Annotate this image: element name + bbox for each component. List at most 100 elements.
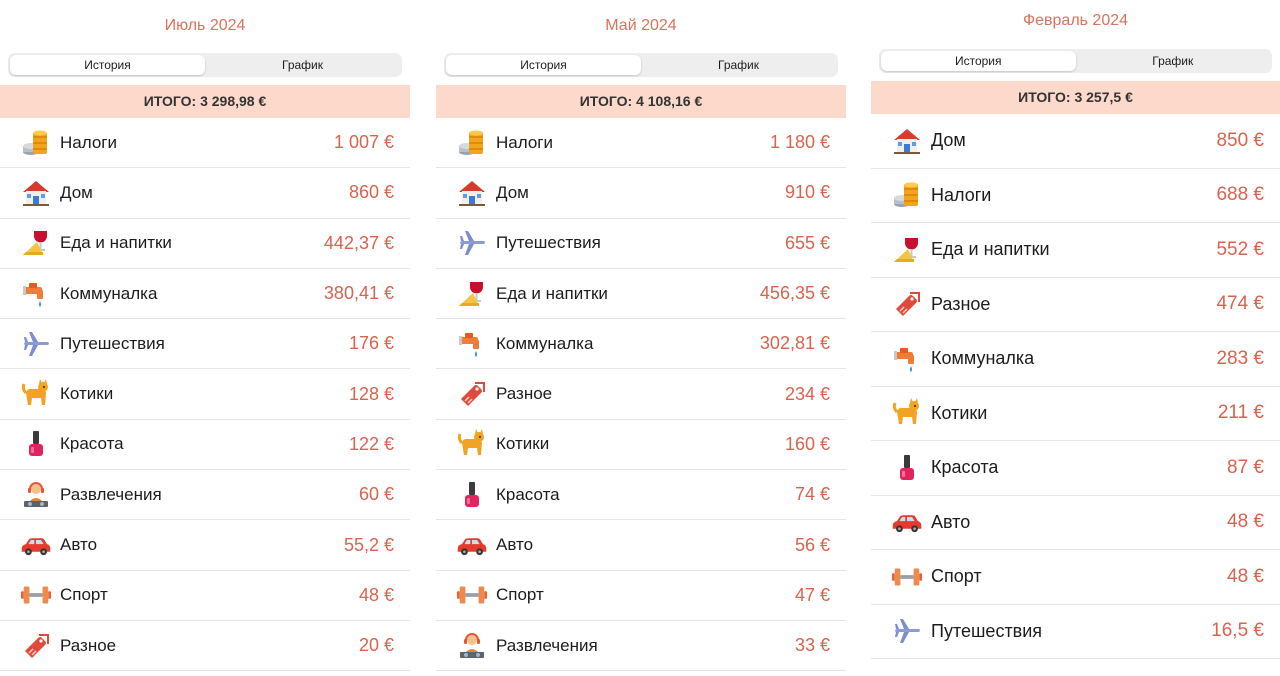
- car-icon: [20, 529, 52, 561]
- cat-icon: [891, 397, 923, 429]
- category-name: Развлечения: [60, 484, 162, 504]
- category-amount: 16,5 €: [1211, 620, 1264, 642]
- view-segmented-control: История График: [444, 53, 838, 77]
- category-amount: 456,35 €: [759, 283, 830, 304]
- expense-row[interactable]: Налоги 1 180 €: [436, 118, 846, 169]
- faucet-icon: [20, 278, 52, 310]
- category-name: Спорт: [931, 566, 982, 587]
- expense-row[interactable]: Развлечения 60 €: [0, 470, 410, 521]
- category-name: Котики: [931, 402, 988, 423]
- category-name: Путешествия: [931, 620, 1043, 641]
- category-name: Дом: [496, 182, 529, 202]
- house-icon: [456, 177, 488, 209]
- tab-chart[interactable]: График: [282, 58, 323, 72]
- expense-row[interactable]: Разное 474 €: [871, 278, 1280, 332]
- tab-chart[interactable]: График: [1152, 54, 1194, 68]
- expense-row[interactable]: Спорт 48 €: [0, 571, 410, 621]
- expense-row[interactable]: Коммуналка 380,41 €: [0, 269, 410, 320]
- category-amount: 160 €: [784, 433, 830, 454]
- total-banner: ИТОГО: 3 257,5 €: [871, 81, 1280, 114]
- expense-row[interactable]: Путешествия 16,5 €: [871, 605, 1280, 659]
- expense-row[interactable]: Дом 860 €: [0, 168, 410, 219]
- expense-row[interactable]: Путешествия 655 €: [436, 219, 846, 269]
- misc-icon: [20, 630, 52, 662]
- category-name: Дом: [931, 130, 966, 151]
- expense-row[interactable]: Еда и напитки 442,37 €: [0, 219, 410, 269]
- car-icon: [891, 506, 923, 538]
- cat-icon: [456, 428, 488, 460]
- house-icon: [891, 125, 923, 157]
- food-drink-icon: [456, 278, 488, 310]
- nail-polish-icon: [456, 479, 488, 511]
- expense-row[interactable]: Спорт 47 €: [436, 571, 846, 621]
- expense-row[interactable]: Авто 48 €: [871, 496, 1280, 550]
- dumbbell-icon: [891, 561, 923, 593]
- expense-screen-may: Май 2024 История График ИТОГО: 4 108,16 …: [436, 0, 846, 676]
- category-amount: 380,41 €: [323, 283, 394, 304]
- category-amount: 910 €: [784, 182, 830, 203]
- category-amount: 48 €: [1227, 511, 1264, 533]
- category-amount: 48 €: [1227, 565, 1264, 587]
- expense-row[interactable]: Еда и напитки 456,35 €: [436, 269, 846, 320]
- dj-icon: [456, 630, 488, 662]
- category-name: Спорт: [496, 585, 544, 605]
- total-banner: ИТОГО: 4 108,16 €: [436, 85, 846, 118]
- category-name: Котики: [60, 384, 114, 404]
- expense-row[interactable]: Спорт 48 €: [871, 550, 1280, 605]
- expense-row[interactable]: Котики 211 €: [871, 387, 1280, 441]
- category-amount: 655 €: [784, 232, 830, 253]
- total-banner: ИТОГО: 3 298,98 €: [0, 85, 410, 118]
- category-name: Еда и напитки: [931, 239, 1050, 260]
- expense-row[interactable]: Котики 128 €: [0, 369, 410, 420]
- coins-icon: [20, 127, 52, 159]
- category-name: Коммуналка: [931, 348, 1035, 369]
- category-amount: 74 €: [794, 484, 830, 505]
- car-icon: [456, 529, 488, 561]
- category-amount: 860 €: [348, 182, 394, 203]
- category-name: Коммуналка: [60, 283, 158, 303]
- category-name: Авто: [931, 511, 971, 532]
- category-amount: 552 €: [1216, 238, 1264, 260]
- tab-history[interactable]: История: [881, 51, 1076, 71]
- category-amount: 20 €: [358, 635, 394, 656]
- expense-row[interactable]: Дом 910 €: [436, 168, 846, 219]
- category-name: Разное: [931, 293, 991, 314]
- tab-history[interactable]: История: [446, 55, 641, 75]
- category-name: Коммуналка: [496, 333, 594, 353]
- expense-row[interactable]: Красота 74 €: [436, 470, 846, 521]
- expense-row[interactable]: Красота 122 €: [0, 420, 410, 471]
- expense-row[interactable]: Дом 850 €: [871, 114, 1280, 169]
- category-amount: 234 €: [784, 383, 830, 404]
- coins-icon: [456, 127, 488, 159]
- faucet-icon: [891, 343, 923, 375]
- expense-list: Налоги 1 007 € Дом 860 € Еда и напитки 442,…: [0, 118, 410, 672]
- category-amount: 33 €: [794, 635, 830, 656]
- category-name: Путешествия: [496, 233, 601, 253]
- expense-row[interactable]: Еда и напитки 552 €: [871, 223, 1280, 278]
- misc-icon: [891, 288, 923, 320]
- expense-row[interactable]: Разное 234 €: [436, 369, 846, 420]
- faucet-icon: [456, 328, 488, 360]
- expense-row[interactable]: Коммуналка 283 €: [871, 332, 1280, 387]
- expense-row[interactable]: Авто 55,2 €: [0, 520, 410, 571]
- tab-history[interactable]: История: [10, 55, 205, 75]
- expense-row[interactable]: Авто 56 €: [436, 520, 846, 571]
- category-name: Спорт: [60, 585, 108, 605]
- expense-row[interactable]: Разное 20 €: [0, 621, 410, 672]
- category-name: Развлечения: [496, 635, 598, 655]
- expense-row[interactable]: Коммуналка 302,81 €: [436, 319, 846, 370]
- expense-row[interactable]: Красота 87 €: [871, 441, 1280, 496]
- expense-row[interactable]: Развлечения 33 €: [436, 621, 846, 672]
- expense-row[interactable]: Путешествия 176 €: [0, 319, 410, 370]
- category-name: Налоги: [60, 132, 117, 152]
- category-name: Путешествия: [60, 333, 165, 353]
- expense-row[interactable]: Налоги 688 €: [871, 169, 1280, 223]
- category-name: Разное: [496, 384, 553, 404]
- misc-icon: [456, 378, 488, 410]
- expense-row[interactable]: Налоги 1 007 €: [0, 118, 410, 169]
- food-drink-icon: [20, 227, 52, 259]
- category-amount: 56 €: [794, 534, 830, 555]
- cat-icon: [20, 378, 52, 410]
- tab-chart[interactable]: График: [718, 58, 759, 72]
- expense-row[interactable]: Котики 160 €: [436, 420, 846, 471]
